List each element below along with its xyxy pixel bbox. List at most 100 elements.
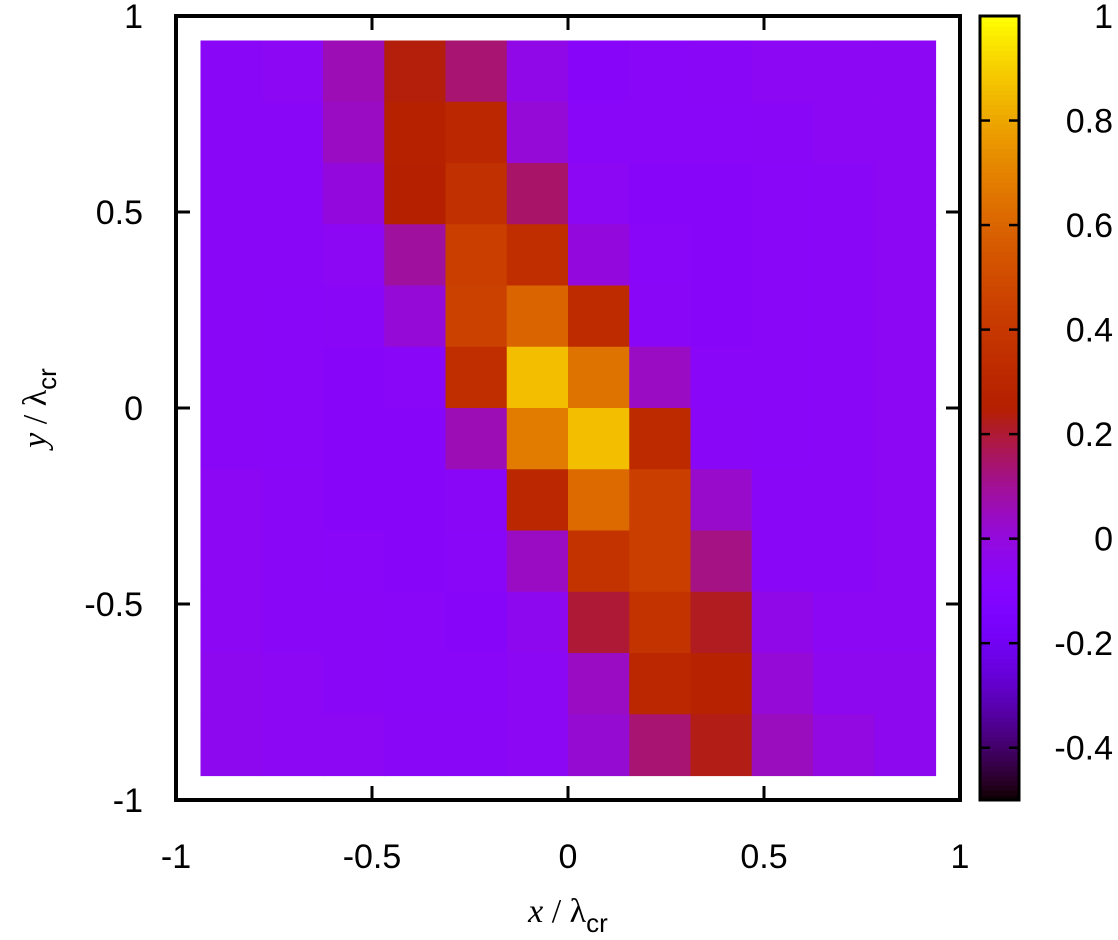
heatmap-cell xyxy=(629,653,692,715)
heatmap-cell xyxy=(568,714,630,777)
colorbar-segment xyxy=(980,45,1019,51)
heatmap-cell xyxy=(629,101,692,164)
y-axis-label: y / λcr xyxy=(17,368,62,451)
heatmap-cell xyxy=(261,224,324,287)
x-tick-label: -1 xyxy=(161,838,191,876)
heatmap-cell xyxy=(445,653,508,715)
colorbar-segment xyxy=(980,545,1019,551)
colorbar-segment xyxy=(980,30,1019,37)
heatmap-cell xyxy=(506,101,569,164)
colorbar-segment xyxy=(980,506,1019,512)
heatmap-cell xyxy=(506,224,569,287)
colorbar-segment xyxy=(980,579,1019,585)
x-axis-label-var: x xyxy=(527,893,543,930)
heatmap-cell xyxy=(261,530,324,593)
heatmap-cell xyxy=(323,101,385,164)
heatmap-cell xyxy=(874,530,937,593)
colorbar-segment xyxy=(980,555,1019,561)
colorbar-gradient xyxy=(980,16,1019,801)
heatmap-cell xyxy=(323,469,385,532)
colorbar-segment xyxy=(980,167,1019,174)
heatmap-cell xyxy=(813,40,875,103)
colorbar-segment xyxy=(980,275,1019,282)
heatmap-cell xyxy=(200,163,263,225)
heatmap-cell xyxy=(261,101,324,164)
colorbar-segment xyxy=(980,525,1019,532)
colorbar-segment xyxy=(980,687,1019,693)
colorbar-segment xyxy=(980,408,1019,414)
heatmap-cell xyxy=(323,530,385,593)
colorbar-segment xyxy=(980,721,1019,728)
colorbar-segment xyxy=(980,447,1019,453)
colorbar-segment xyxy=(980,618,1019,625)
colorbar-segment xyxy=(980,633,1019,639)
heatmap-cell xyxy=(690,163,753,225)
heatmap-cell xyxy=(261,653,324,715)
heatmap-cell xyxy=(751,591,814,654)
colorbar-segment xyxy=(980,608,1019,615)
heatmap-cell xyxy=(751,408,814,470)
colorbar-segment xyxy=(980,623,1019,630)
x-tick-label: 0 xyxy=(559,838,578,876)
heatmap-cell xyxy=(629,346,692,409)
heatmap-cell xyxy=(384,101,447,164)
colorbar-segment xyxy=(980,393,1019,399)
colorbar-tick-label: 0 xyxy=(1094,521,1113,559)
colorbar-segment xyxy=(980,368,1019,375)
colorbar-segment xyxy=(980,158,1019,164)
colorbar-segment xyxy=(980,25,1019,32)
colorbar-segment xyxy=(980,133,1019,140)
heatmap-cell xyxy=(813,591,875,654)
heatmap-cell xyxy=(629,591,692,654)
colorbar-segment xyxy=(980,417,1019,424)
colorbar-segment xyxy=(980,427,1019,434)
colorbar-segment xyxy=(980,79,1019,86)
y-tick-label: -1 xyxy=(113,782,143,820)
heatmap-cell xyxy=(323,346,385,409)
colorbar-segment xyxy=(980,594,1019,600)
colorbar-segment xyxy=(980,153,1019,159)
colorbar-segment xyxy=(980,790,1019,796)
colorbar-segment xyxy=(980,643,1019,649)
heatmap-cell xyxy=(751,285,814,348)
colorbar-segment xyxy=(980,530,1019,536)
colorbar-segment xyxy=(980,84,1019,91)
y-tick-label: -0.5 xyxy=(84,586,143,624)
colorbar-segment xyxy=(980,706,1019,713)
heatmap-cell xyxy=(445,530,508,593)
colorbar-segment xyxy=(980,207,1019,213)
colorbar-segment xyxy=(980,143,1019,149)
colorbar-segment xyxy=(980,476,1019,483)
heatmap-cell xyxy=(323,408,385,470)
colorbar-segment xyxy=(980,481,1019,487)
colorbar-segment xyxy=(980,702,1019,708)
heatmap-cell xyxy=(384,285,447,348)
heatmap-cell xyxy=(384,591,447,654)
colorbar-segment xyxy=(980,662,1019,669)
colorbar-segment xyxy=(980,295,1019,301)
colorbar-segment xyxy=(980,354,1019,360)
colorbar-tick-label: 1 xyxy=(1094,0,1113,36)
colorbar-segment xyxy=(980,760,1019,767)
colorbar-segment xyxy=(980,231,1019,238)
heatmap-cell xyxy=(445,591,508,654)
heatmap-cell xyxy=(751,469,814,532)
heatmap-cell xyxy=(690,530,753,593)
colorbar-segment xyxy=(980,569,1019,576)
colorbar-segment xyxy=(980,452,1019,458)
colorbar-segment xyxy=(980,187,1019,193)
heatmap-cell xyxy=(384,408,447,470)
colorbar-tick-label: 0.6 xyxy=(1066,207,1113,245)
colorbar-segment xyxy=(980,285,1019,291)
heatmap-cell xyxy=(629,469,692,532)
colorbar-segment xyxy=(980,716,1019,723)
colorbar-segment xyxy=(980,197,1019,203)
x-axis-label-sep: / λ xyxy=(543,893,586,930)
colorbar-segment xyxy=(980,192,1019,198)
heatmap-cell xyxy=(690,40,753,103)
colorbar-segment xyxy=(980,574,1019,581)
y-axis-label-var: y xyxy=(17,432,54,451)
heatmap-cell xyxy=(445,163,508,225)
colorbar-segment xyxy=(980,496,1019,502)
